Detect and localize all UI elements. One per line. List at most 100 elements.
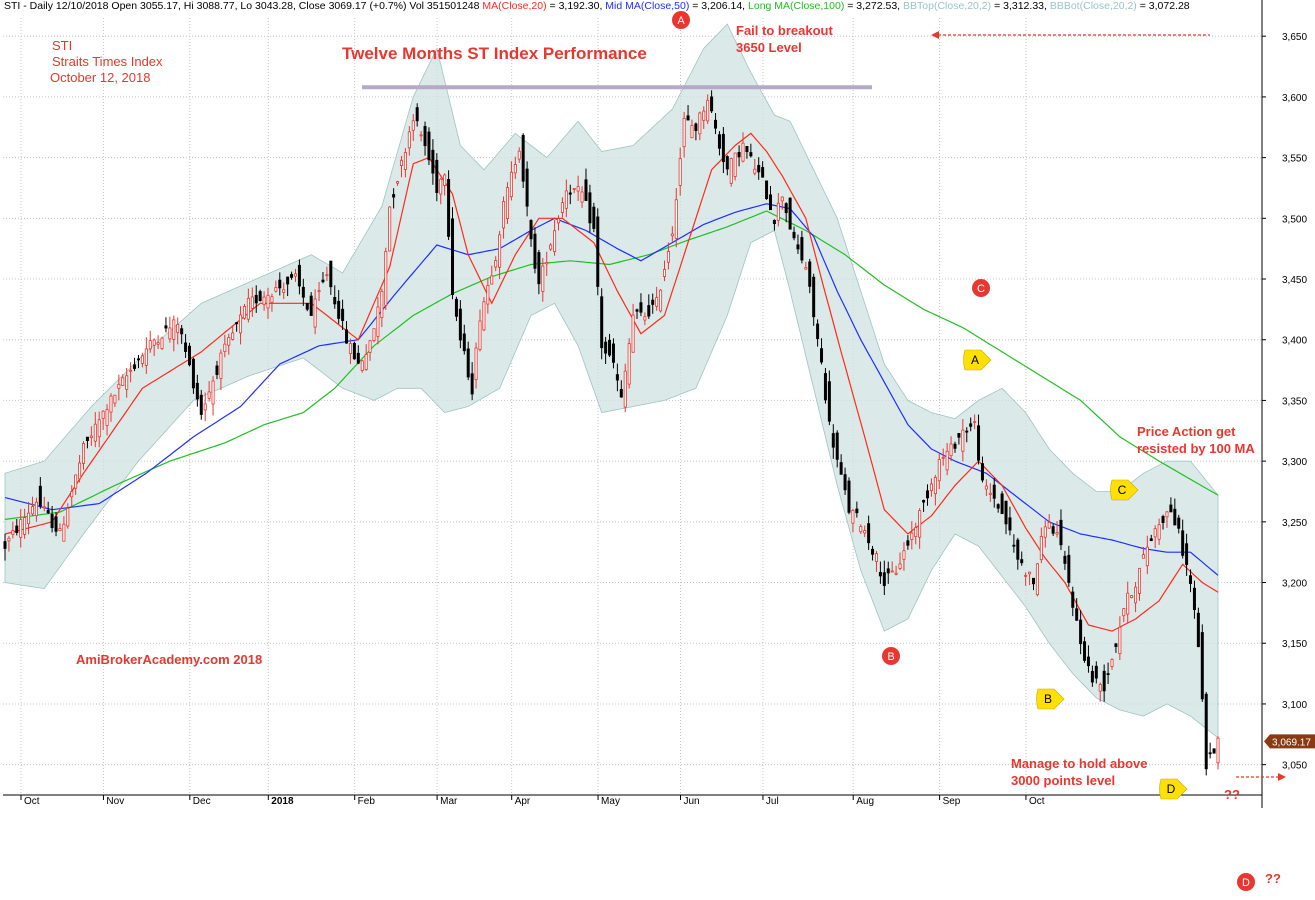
- candle-body: [639, 302, 643, 313]
- candle-body: [1130, 595, 1134, 598]
- candle-body: [525, 168, 529, 207]
- candle-body: [553, 230, 557, 252]
- candle-body: [439, 178, 443, 195]
- candle-body: [914, 527, 918, 537]
- candle-body: [254, 294, 258, 304]
- candle-body: [270, 296, 274, 303]
- candle-body: [113, 394, 117, 404]
- candle-body: [407, 131, 411, 149]
- candle-body: [596, 216, 600, 287]
- candle-body: [1216, 737, 1220, 764]
- candle-body: [1157, 524, 1161, 540]
- candle-body: [894, 572, 898, 575]
- candle-body: [1165, 511, 1169, 518]
- candle-body: [937, 459, 941, 482]
- candle-body: [820, 348, 824, 363]
- candle-body: [1098, 684, 1102, 692]
- candle-body: [973, 421, 977, 424]
- ma50-line: [4, 203, 1219, 576]
- candle-body: [643, 316, 647, 321]
- candle-body: [823, 373, 827, 401]
- candle-body: [953, 443, 957, 449]
- annotation-hold-1: Manage to hold above: [1011, 756, 1148, 771]
- candle-body: [1059, 519, 1063, 546]
- candles: [3, 90, 1220, 776]
- candle-body: [502, 201, 506, 229]
- moving-averages: [4, 132, 1219, 632]
- candle-body: [1173, 508, 1177, 526]
- marker-a-red-circle: [672, 11, 690, 29]
- y-tick-label: 3,550: [1282, 154, 1307, 165]
- candle-body: [957, 433, 961, 438]
- bollinger-band: [4, 23, 1219, 739]
- candle-body: [11, 530, 15, 535]
- candle-body: [1204, 693, 1208, 770]
- candle-body: [1118, 626, 1122, 655]
- candle-body: [258, 291, 262, 301]
- candle-body: [863, 530, 867, 534]
- candle-body: [74, 474, 78, 489]
- x-tick-label: Oct: [1029, 796, 1045, 807]
- candle-body: [761, 167, 765, 178]
- annotation-sti-date: October 12, 2018: [50, 70, 151, 85]
- markers: A B C D A B C D: [672, 11, 1255, 891]
- candle-body: [541, 265, 545, 292]
- candle-body: [223, 343, 227, 352]
- candle-body: [1169, 504, 1173, 513]
- candle-body: [725, 156, 729, 170]
- candle-body: [706, 99, 710, 122]
- candle-body: [765, 180, 769, 200]
- marker-d-yellow-tag: [1159, 778, 1188, 800]
- candle-body: [800, 237, 804, 261]
- candle-body: [297, 264, 301, 287]
- candle-body: [984, 485, 988, 490]
- candle-body: [1055, 532, 1059, 535]
- candle-body: [1145, 546, 1149, 567]
- candle-body: [792, 231, 796, 239]
- candle-body: [219, 352, 223, 379]
- candle-body: [843, 474, 847, 491]
- candle-body: [651, 299, 655, 305]
- candle-body: [368, 340, 372, 353]
- marker-label: D: [1242, 877, 1250, 889]
- candle-body: [1075, 608, 1079, 621]
- candle-body: [282, 289, 286, 293]
- candle-body: [27, 512, 31, 525]
- candle-body: [1086, 656, 1090, 667]
- candle-body: [670, 233, 674, 237]
- candle-body: [1189, 575, 1193, 584]
- candle-body: [152, 339, 156, 346]
- y-tick-label: 3,600: [1282, 93, 1307, 104]
- candle-body: [969, 423, 973, 427]
- candle-body: [1137, 567, 1141, 594]
- candle-body: [199, 394, 203, 415]
- y-tick-label: 3,300: [1282, 457, 1307, 468]
- candle-body: [435, 159, 439, 193]
- candle-body: [498, 234, 502, 268]
- candle-body: [702, 110, 706, 121]
- candle-body: [812, 276, 816, 318]
- candle-body: [557, 218, 561, 224]
- y-tick-label: 3,350: [1282, 396, 1307, 407]
- candle-body: [242, 306, 246, 319]
- candle-body: [961, 429, 965, 452]
- candle-body: [729, 158, 733, 184]
- candle-body: [50, 513, 54, 528]
- candle-body: [7, 537, 11, 542]
- candle-body: [246, 297, 250, 320]
- candle-body: [227, 337, 231, 346]
- marker-label: C: [977, 283, 985, 295]
- header-ma20-label: MA(Close,20): [482, 0, 547, 12]
- candle-body: [411, 120, 415, 131]
- candle-body: [136, 358, 140, 361]
- candle-body: [82, 443, 86, 464]
- candle-body: [918, 510, 922, 538]
- candle-body: [674, 199, 678, 239]
- candle-body: [772, 219, 776, 224]
- candle-body: [474, 347, 478, 380]
- x-tick-label: Apr: [515, 796, 531, 807]
- candle-body: [1079, 619, 1083, 645]
- annotation-price-action-1: Price Action get: [1137, 424, 1236, 439]
- candle-body: [584, 179, 588, 201]
- header-bbbot-label: BBBot(Close,20,2): [1049, 0, 1137, 12]
